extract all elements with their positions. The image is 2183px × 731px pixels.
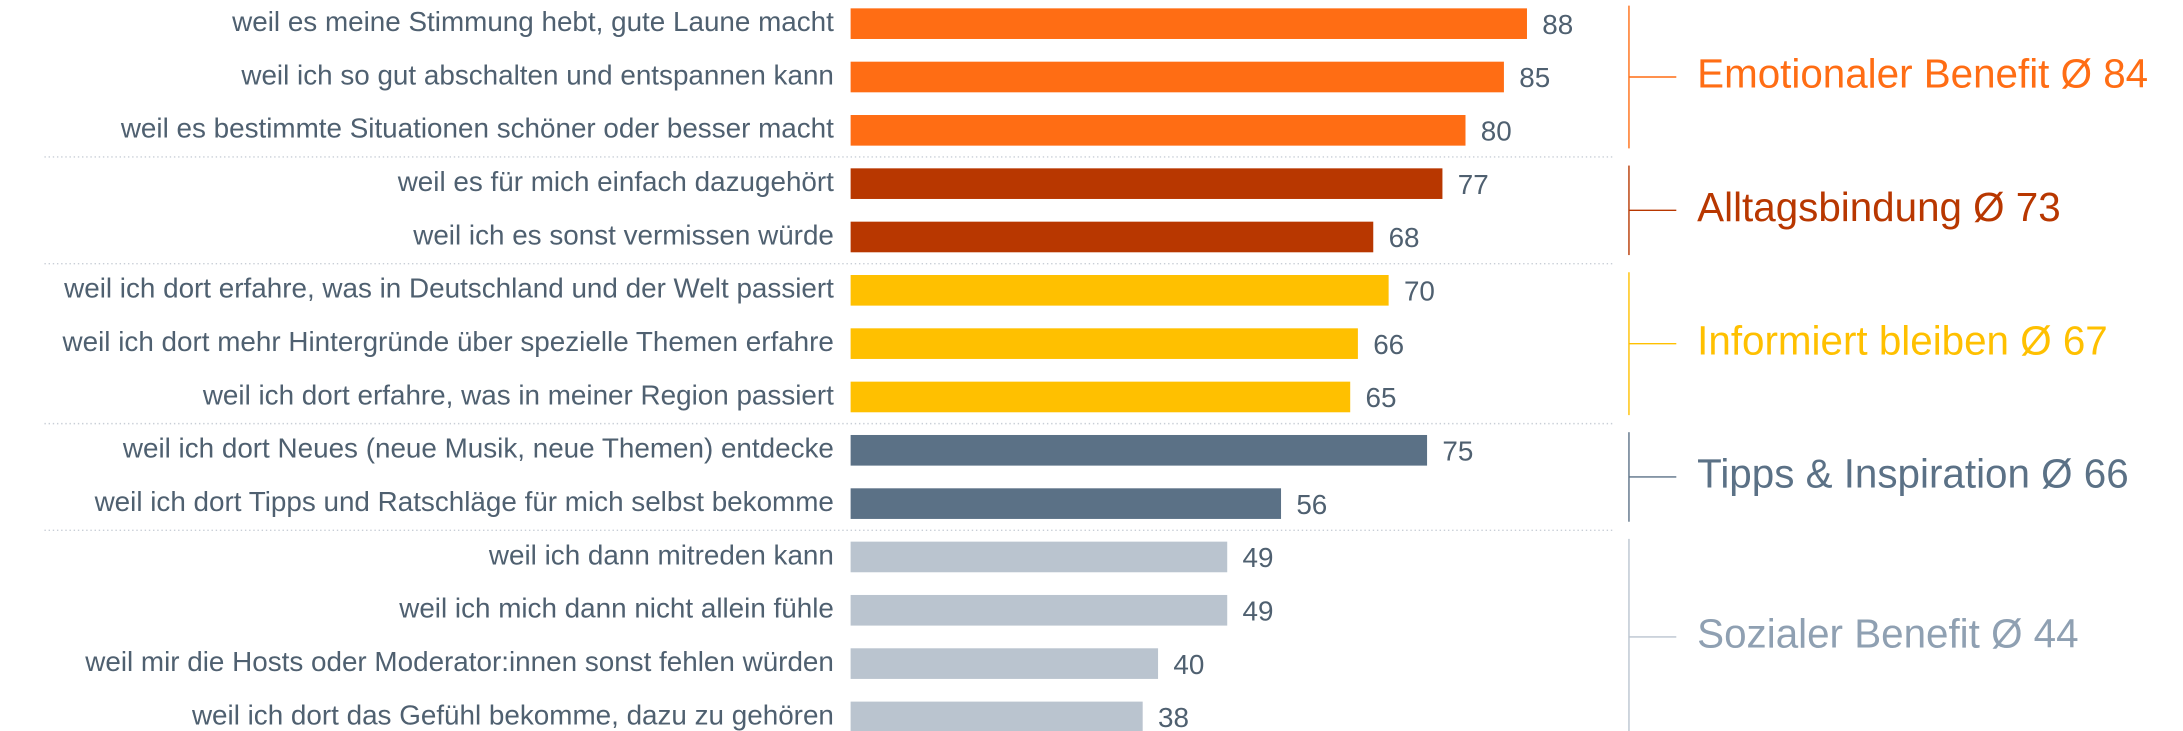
bar bbox=[850, 115, 1466, 146]
bar bbox=[850, 328, 1358, 359]
group-label: Alltagsbindung Ø 73 bbox=[1697, 184, 2060, 230]
group-label: Emotionaler Benefit Ø 84 bbox=[1697, 51, 2148, 97]
bar bbox=[850, 434, 1428, 466]
bar bbox=[850, 594, 1228, 626]
value-label: 38 bbox=[1158, 702, 1189, 731]
bar bbox=[850, 701, 1143, 731]
bar bbox=[850, 488, 1282, 519]
category-label: weil ich es sonst vermissen würde bbox=[412, 219, 834, 250]
bar bbox=[850, 168, 1443, 199]
category-label: weil ich dort Tipps und Ratschläge für m… bbox=[94, 486, 834, 517]
bar bbox=[850, 221, 1374, 253]
category-label: weil es für mich einfach dazugehört bbox=[397, 166, 834, 197]
value-label: 88 bbox=[1542, 9, 1573, 40]
bar bbox=[850, 541, 1228, 573]
value-label: 85 bbox=[1519, 62, 1550, 93]
value-label: 49 bbox=[1243, 542, 1274, 573]
bar bbox=[850, 61, 1504, 93]
value-label: 65 bbox=[1366, 382, 1397, 413]
value-label: 40 bbox=[1173, 649, 1204, 680]
category-label: weil ich so gut abschalten und entspanne… bbox=[240, 59, 834, 90]
value-label: 56 bbox=[1296, 489, 1327, 520]
category-label: weil mir die Hosts oder Moderator:innen … bbox=[84, 646, 834, 677]
category-label: weil es bestimmte Situationen schöner od… bbox=[120, 113, 834, 144]
category-label: weil ich dort erfahre, was in meiner Reg… bbox=[202, 379, 834, 410]
category-label: weil ich dort das Gefühl bekomme, dazu z… bbox=[191, 699, 834, 730]
group-label: Informiert bleiben Ø 67 bbox=[1697, 317, 2108, 363]
value-label: 77 bbox=[1458, 169, 1489, 200]
category-label: weil ich dort Neues (neue Musik, neue Th… bbox=[122, 433, 834, 464]
bar bbox=[850, 381, 1351, 413]
value-label: 66 bbox=[1373, 329, 1404, 360]
value-label: 68 bbox=[1389, 222, 1420, 253]
bar bbox=[850, 274, 1389, 306]
category-label: weil es meine Stimmung hebt, gute Laune … bbox=[231, 6, 834, 37]
group-label: Tipps & Inspiration Ø 66 bbox=[1697, 451, 2128, 497]
category-label: weil ich dort mehr Hintergründe über spe… bbox=[62, 326, 834, 357]
value-label: 80 bbox=[1481, 115, 1512, 146]
value-label: 70 bbox=[1404, 275, 1435, 306]
category-label: weil ich dort erfahre, was in Deutschlan… bbox=[63, 273, 834, 304]
bar bbox=[850, 648, 1159, 679]
group-label: Sozialer Benefit Ø 44 bbox=[1697, 611, 2078, 657]
value-label: 75 bbox=[1442, 435, 1473, 466]
value-label: 49 bbox=[1243, 595, 1274, 626]
category-label: weil ich mich dann nicht allein fühle bbox=[398, 593, 834, 624]
bar bbox=[850, 8, 1527, 39]
category-label: weil ich dann mitreden kann bbox=[488, 539, 834, 570]
